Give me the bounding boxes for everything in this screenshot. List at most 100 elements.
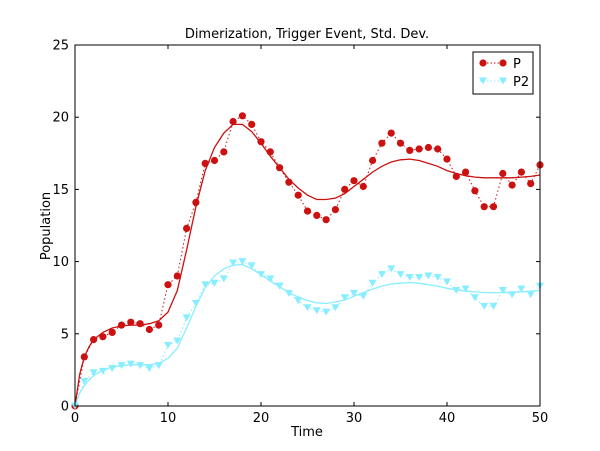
data-point-p — [359, 182, 367, 191]
x-tick-label: 0 — [71, 411, 79, 426]
data-point-p2 — [154, 362, 163, 370]
data-point-p2 — [489, 302, 498, 310]
data-point-p2 — [424, 272, 433, 280]
data-point-p — [313, 211, 321, 219]
x-tick-label: 30 — [346, 411, 363, 426]
data-point-p2 — [415, 273, 424, 281]
data-point-p — [303, 207, 312, 215]
legend-marker-p2 — [499, 77, 507, 85]
data-point-p — [499, 169, 507, 178]
data-point-p — [480, 203, 488, 211]
data-point-p — [369, 156, 377, 165]
data-point-p2 — [173, 337, 182, 345]
x-tick-label: 20 — [253, 411, 270, 426]
data-point-p2 — [452, 286, 461, 294]
x-axis-ticks: 0 10 20 30 40 50 — [71, 45, 548, 426]
data-point-p2 — [470, 294, 479, 302]
data-point-p2 — [247, 262, 256, 270]
data-point-p2 — [377, 271, 386, 279]
data-point-p2 — [108, 364, 117, 372]
data-point-p — [238, 112, 246, 120]
data-point-p — [108, 328, 116, 336]
data-point-p2 — [182, 314, 191, 322]
data-point-p2 — [201, 281, 210, 289]
plot-frame — [74, 44, 541, 407]
data-point-p — [229, 117, 237, 126]
chart-title: Dimerization, Trigger Event, Std. Dev. — [185, 27, 429, 42]
data-point-p — [517, 168, 526, 176]
data-point-p2 — [498, 286, 507, 294]
data-point-p2 — [312, 307, 321, 315]
data-point-p2 — [387, 265, 396, 273]
data-point-p — [145, 325, 153, 334]
legend-marker-p — [479, 59, 487, 67]
data-point-p2 — [331, 304, 340, 312]
data-point-p2 — [284, 289, 293, 297]
data-point-p2 — [480, 302, 489, 310]
data-point-p — [136, 320, 144, 328]
data-point-p — [266, 148, 274, 156]
legend-box — [472, 51, 534, 95]
y-axis-ticks: 0 5 10 15 20 25 — [52, 39, 540, 415]
data-point-p2 — [98, 367, 107, 375]
data-point-p — [378, 139, 386, 147]
data-point-p — [322, 216, 330, 224]
y-tick-label: 5 — [61, 327, 69, 342]
data-point-p2 — [508, 291, 517, 299]
data-point-p — [257, 138, 265, 146]
data-point-p — [462, 168, 470, 176]
data-point-p — [406, 146, 414, 154]
data-series — [71, 112, 544, 410]
data-point-p — [201, 159, 209, 167]
x-tick-label: 40 — [439, 411, 456, 426]
data-point-p2 — [80, 377, 89, 385]
x-axis-label: Time — [290, 425, 323, 440]
data-point-p — [164, 281, 172, 289]
data-point-p — [350, 177, 358, 185]
data-point-p2 — [145, 364, 154, 372]
data-point-p — [276, 164, 284, 172]
data-point-p2 — [266, 275, 275, 283]
data-point-p — [508, 181, 516, 189]
data-point-p — [387, 129, 395, 137]
data-point-p2 — [396, 271, 405, 279]
data-point-p2 — [89, 369, 98, 377]
data-point-p2 — [443, 278, 451, 286]
data-point-p — [443, 155, 451, 163]
data-point-p — [434, 145, 442, 153]
x-tick-label: 50 — [532, 411, 549, 426]
data-point-p — [341, 185, 349, 193]
data-point-p — [155, 321, 163, 329]
data-point-p2 — [461, 285, 470, 293]
y-tick-label: 15 — [52, 183, 69, 198]
data-point-p — [90, 336, 98, 344]
data-point-p — [80, 353, 88, 361]
data-point-p2 — [368, 279, 377, 287]
data-point-p — [192, 198, 200, 206]
data-point-p2 — [257, 271, 265, 279]
data-point-p — [415, 145, 423, 153]
y-tick-label: 20 — [52, 111, 69, 126]
data-point-p — [127, 318, 135, 326]
data-point-p2 — [191, 299, 200, 307]
y-tick-label: 25 — [52, 39, 69, 54]
y-tick-label: 0 — [61, 400, 69, 415]
data-point-p2 — [164, 341, 172, 349]
data-point-p — [173, 272, 181, 280]
legend-marker-p — [499, 59, 507, 67]
data-point-p — [489, 203, 498, 211]
legend-marker-p2 — [479, 77, 487, 85]
data-point-p — [285, 178, 293, 186]
data-point-p2 — [359, 292, 368, 300]
data-point-p — [99, 333, 107, 341]
data-point-p2 — [229, 259, 238, 267]
data-point-p2 — [303, 304, 312, 312]
data-point-p — [220, 148, 228, 156]
data-point-p2 — [294, 297, 303, 305]
fitted-curve-2 — [74, 263, 541, 407]
data-point-p2 — [350, 289, 358, 297]
y-tick-label: 10 — [52, 255, 69, 270]
data-point-p2 — [219, 275, 228, 283]
data-point-p2 — [126, 360, 135, 368]
